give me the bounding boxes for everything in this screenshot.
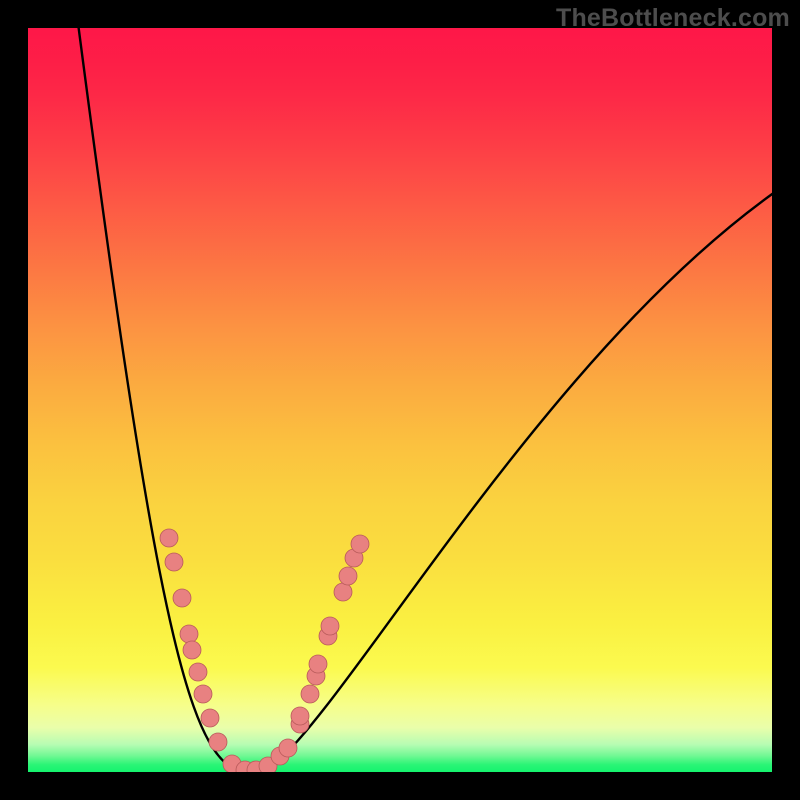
data-marker [194,685,212,703]
data-marker [334,583,352,601]
data-marker [160,529,178,547]
data-marker [180,625,198,643]
data-marker [301,685,319,703]
data-marker [279,739,297,757]
data-marker [183,641,201,659]
bottleneck-chart [0,0,800,800]
data-marker [351,535,369,553]
data-marker [321,617,339,635]
chart-stage: TheBottleneck.com [0,0,800,800]
watermark-text: TheBottleneck.com [556,4,790,33]
data-marker [173,589,191,607]
plot-background [28,28,772,772]
data-marker [209,733,227,751]
data-marker [291,707,309,725]
data-marker [309,655,327,673]
data-marker [189,663,207,681]
data-marker [339,567,357,585]
data-marker [165,553,183,571]
data-marker [201,709,219,727]
